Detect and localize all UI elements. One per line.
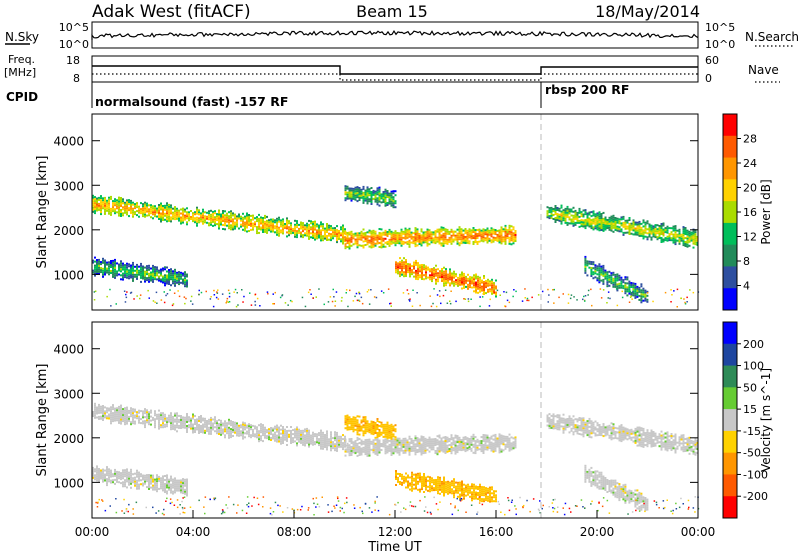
x-axis-label: Time UT	[367, 540, 421, 554]
power-panel: 4000 3000 2000 1000 Slant Range [km] 28 24 20…	[35, 113, 773, 311]
y-tick-label: 3000	[53, 387, 84, 401]
echo-band	[92, 465, 188, 497]
cpid-panel: CPID normalsound (fast) -157 RF rbsp 200…	[6, 82, 629, 109]
y-tick-label: 4000	[53, 343, 84, 357]
freq-tick-low: 8	[73, 72, 80, 85]
velocity-colorbar: 200 100 50 15 -15 -50 -100 -200	[722, 321, 768, 519]
freq-unit: [MHz]	[4, 66, 36, 79]
nave-tick-high: 60	[705, 54, 719, 67]
power-y-ticks: 4000 3000 2000 1000	[53, 135, 698, 282]
nave-tick-low: 0	[705, 72, 712, 85]
x-tick-label: 00:00	[681, 525, 716, 539]
cpid-segment-2: rbsp 200 RF	[545, 82, 629, 97]
colorbar-tick-label: -50	[743, 447, 761, 460]
nsky-panel: N.Sky 10^5 10^0 10^5 10^0 N.Search	[5, 21, 799, 51]
beam-title: Beam 15	[356, 2, 428, 21]
x-tick-label: 12:00	[378, 525, 413, 539]
y-tick-label: 3000	[53, 179, 84, 193]
x-tick-label: 00:00	[75, 525, 110, 539]
y-tick-label: 2000	[53, 432, 84, 446]
colorbar-tick-label: 20	[743, 182, 757, 195]
colorbar-tick-label: 24	[743, 157, 757, 170]
echo-band	[584, 464, 649, 511]
colorbar-tick-label: 8	[743, 255, 750, 268]
echo-band	[395, 257, 497, 298]
velocity-y-ticks: 4000 3000 2000 1000	[53, 343, 698, 490]
freq-tick-high: 18	[66, 54, 80, 67]
colorbar-tick-label: -15	[743, 425, 761, 438]
power-colorbar-label: Power [dB]	[759, 179, 773, 244]
y-tick-label: 1000	[53, 476, 84, 490]
x-axis-ticks: 00:00 04:00 08:00 12:00 16:00 20:00 00:00	[75, 510, 716, 539]
colorbar-tick-label: 100	[743, 360, 764, 373]
station-title: Adak West (fitACF)	[92, 2, 251, 22]
nsky-tick-high: 10^5	[59, 21, 89, 34]
x-tick-label: 20:00	[580, 525, 615, 539]
colorbar-tick-label: 15	[743, 403, 757, 416]
velocity-echo-layer	[92, 402, 700, 516]
echo-band	[92, 256, 188, 288]
nsearch-tick-low: 10^0	[705, 38, 735, 51]
x-tick-label: 08:00	[277, 525, 312, 539]
nsearch-label: N.Search	[745, 30, 799, 44]
colorbar-tick-label: -100	[743, 468, 768, 481]
noise-speckle	[95, 496, 700, 516]
nsearch-tick-high: 10^5	[705, 21, 735, 34]
y-tick-label: 1000	[53, 268, 84, 282]
cpid-segment-1: normalsound (fast) -157 RF	[95, 94, 288, 109]
echo-band	[344, 185, 397, 209]
echo-band	[546, 204, 699, 249]
nsky-tick-low: 10^0	[59, 38, 89, 51]
echo-band	[92, 402, 346, 452]
colorbar-tick-label: 28	[743, 133, 757, 146]
colorbar-tick-label: 200	[743, 338, 764, 351]
echo-band	[395, 470, 497, 503]
y-tick-label: 2000	[53, 224, 84, 238]
freq-label: Freq.	[8, 53, 35, 66]
y-tick-label: 4000	[53, 135, 84, 149]
echo-band	[92, 194, 346, 245]
freq-panel: Freq. [MHz] 18 8 60 0 Nave	[4, 53, 780, 85]
velocity-ylabel: Slant Range [km]	[35, 364, 50, 477]
noise-speckle	[93, 288, 700, 308]
echo-band	[344, 224, 517, 250]
echo-band	[546, 413, 699, 456]
power-echo-layer	[92, 185, 700, 308]
cpid-label: CPID	[6, 90, 38, 104]
echo-band	[584, 255, 649, 304]
velocity-panel: 4000 3000 2000 1000 Slant Range [km] 200 100…	[35, 321, 773, 554]
velocity-colorbar-label: Velocity [m s^-1]	[759, 368, 773, 472]
colorbar-tick-label: -200	[743, 490, 768, 503]
freq-trace	[92, 65, 698, 75]
power-colorbar: 28 24 20 16 12 8 4	[722, 113, 757, 311]
date-title: 18/May/2014	[595, 2, 700, 21]
echo-band	[344, 433, 517, 457]
x-tick-label: 04:00	[176, 525, 211, 539]
power-ylabel: Slant Range [km]	[35, 156, 50, 269]
colorbar-tick-label: 50	[743, 381, 757, 394]
x-tick-label: 16:00	[479, 525, 514, 539]
echo-band	[344, 414, 397, 440]
nave-label: Nave	[748, 63, 779, 77]
colorbar-tick-label: 12	[743, 231, 757, 244]
nave-trace	[92, 73, 698, 81]
colorbar-tick-label: 4	[743, 280, 750, 293]
colorbar-tick-label: 16	[743, 206, 757, 219]
nsky-label: N.Sky	[5, 30, 39, 44]
